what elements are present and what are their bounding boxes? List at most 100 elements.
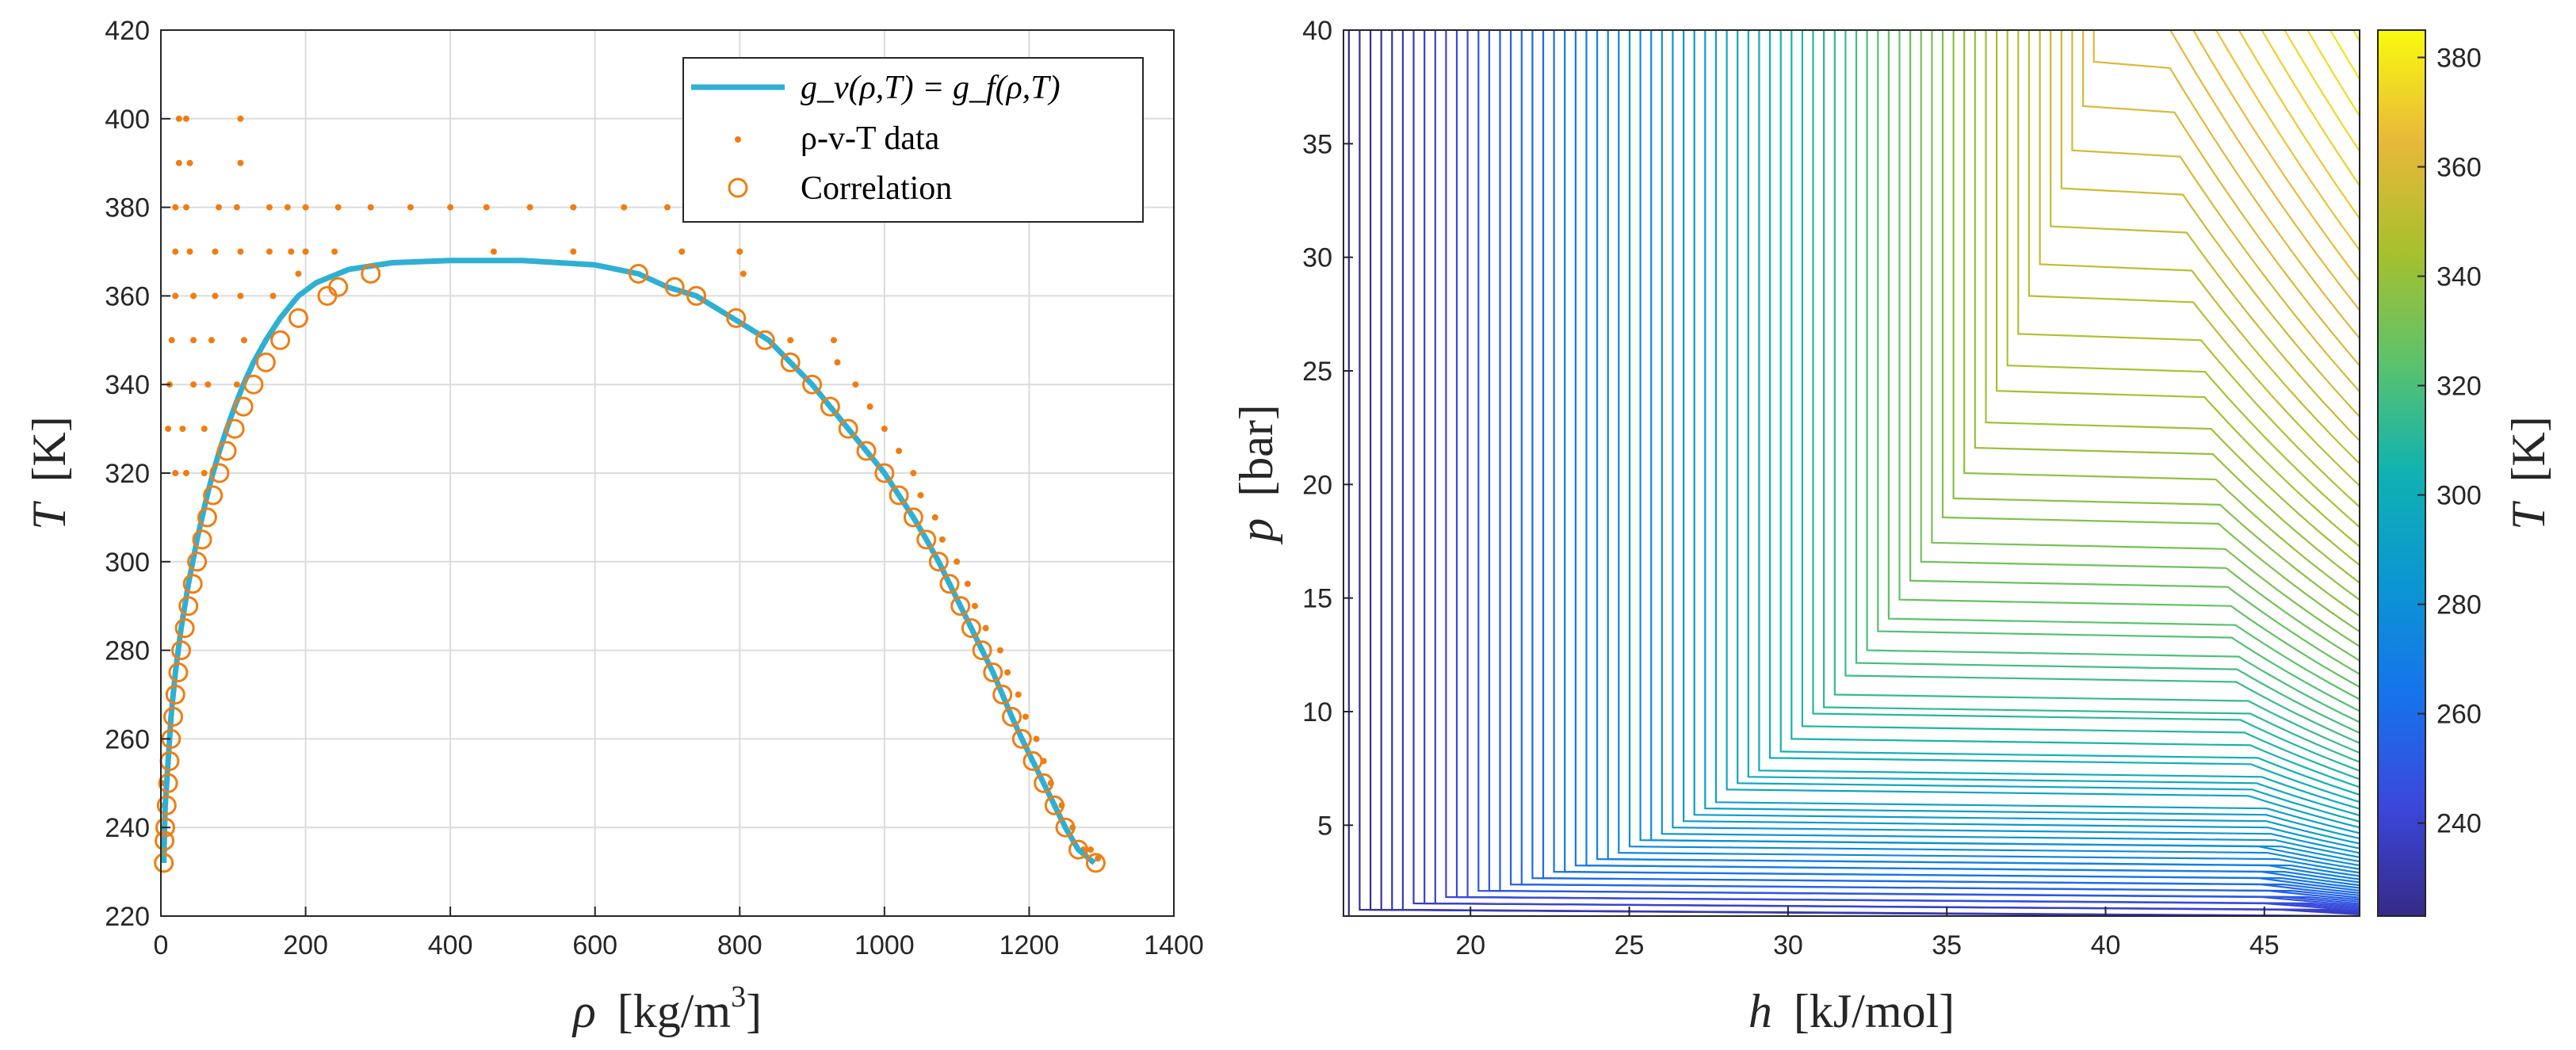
correlation-point [288,307,308,328]
saturation-curve-line [161,258,1096,865]
temperature-contour-line [2261,30,2360,188]
rho-v-t-data-point [212,292,219,300]
correlation-point [838,418,858,439]
rho-v-t-data-point [172,292,179,300]
rho-v-t-data-point [664,204,671,211]
right-x-axis-label: h [kJ/mol] [1749,985,1955,1037]
correlation-point [1044,795,1064,815]
rho-v-t-data-point [982,624,989,632]
rho-v-t-data-point [447,204,454,211]
correlation-point [820,396,840,417]
temperature-contour-line [2215,30,2360,252]
right-y-ticks: 5 10 15 20 25 30 35 40 [1302,16,1353,841]
rho-v-t-data-point [570,248,577,255]
temperature-contour-line [1434,30,2360,913]
temperature-contour-line [1628,30,2360,870]
temperature-contour-line [1380,30,2319,916]
left-y-tick-label: 300 [105,548,150,578]
rho-v-t-data-point [172,248,179,255]
temperature-contour-line [1466,30,2360,908]
right-x-tick-label: 40 [2091,930,2121,960]
correlation-point [209,463,230,483]
temperature-contour-line [1424,30,2360,914]
colorbar-label: T [K] [2502,416,2555,530]
rho-v-t-data-point [201,426,208,433]
right-y-tick-label: 15 [1302,584,1332,614]
rho-v-t-data-point [852,381,859,388]
left-y-tick-label: 220 [105,902,150,932]
rho-v-t-data-point [190,337,197,344]
correlation-point [928,552,949,572]
rho-v-t-data-point [182,470,189,476]
rho-v-t-data-point [237,292,244,300]
temperature-contour-line [1877,30,2360,712]
legend-curve-label: g_v(ρ,T) = g_f(ρ,T) [801,70,1061,106]
rho-v-t-data-point [736,248,743,255]
temperature-contour-line [2071,30,2360,393]
left-x-tick-label: 600 [572,930,617,960]
correlation-point [203,485,224,506]
correlation-point [1068,839,1089,860]
temperature-contour-line [1704,30,2360,840]
temperature-contour-line [1985,30,2360,567]
right-y-tick-label: 20 [1302,470,1332,500]
correlation-point [961,618,981,639]
rho-v-t-data-point [331,248,338,255]
temperature-contour-line [1887,30,2360,701]
rho-v-t-data-point [1087,846,1095,853]
rho-v-t-data-point [266,248,273,255]
temperature-contour-line [1812,30,2360,772]
left-x-axis-label: ρ [kg/m3] [571,980,762,1037]
temperature-contour-line [1758,30,2360,810]
correlation-point [243,374,264,395]
temperature-contour-line [1510,30,2360,901]
rho-v-t-data-point [233,204,240,211]
rho-v-t-data-point [1022,713,1029,720]
rho-v-t-data-point [172,204,179,211]
colorbar-tick-label: 380 [2436,44,2482,74]
rho-v-t-data-point [208,337,215,344]
rho-v-t-data-point [269,292,277,300]
rho-v-t-data-point [190,292,197,300]
colorbar-tick-label: 360 [2436,153,2482,183]
colorbar-ticks: 240 260 280 300 320 340 360 380 [2417,44,2482,839]
temperature-contour-line [2169,30,2360,312]
temperature-contour-line [1455,30,2360,910]
temperature-contour-line [1801,30,2360,781]
rho-v-t-data-point [1095,855,1102,862]
temperature-contour-line [1737,30,2360,823]
temperature-contour-line [1370,30,2296,916]
rho-v-t-data-point [964,580,971,587]
temperature-contour-line [1996,30,2360,548]
rho-v-t-data-point [175,115,182,122]
right-x-tick-label: 20 [1455,930,1485,960]
correlation-point [664,277,685,297]
temperature-contour-line [1391,30,2342,916]
right-y-tick-label: 5 [1317,811,1332,841]
rho-v-t-data-point [954,558,961,565]
colorbar-tick-label: 300 [2436,481,2482,511]
left-y-tick-label: 320 [105,459,150,489]
temperature-contour-line [1359,30,2274,916]
rho-v-t-data-point [1004,669,1011,676]
left-y-tick-label: 400 [105,105,150,135]
rho-v-t-data-point [288,248,295,255]
temperature-contour-line [2028,30,2360,487]
rho-v-t-data-point [971,602,978,609]
correlation-point [192,529,212,550]
correlation-point [903,507,923,528]
rho-v-t-data-point [165,426,172,433]
rho-v-t-data-point [237,115,244,122]
correlation-point [197,507,217,528]
correlation-point [158,773,178,793]
colorbar [2377,29,2426,917]
temperature-contour-line [2093,30,2360,340]
temperature-contour-line [1768,30,2360,804]
colorbar-tick-label: 340 [2436,262,2482,292]
correlation-point [155,817,175,838]
temperature-contour-line [2238,30,2360,220]
temperature-contour-line [1952,30,2360,617]
rho-v-t-data-point [284,204,291,211]
rho-v-t-data-point [407,204,414,211]
colorbar-tick-label: 260 [2436,700,2482,730]
